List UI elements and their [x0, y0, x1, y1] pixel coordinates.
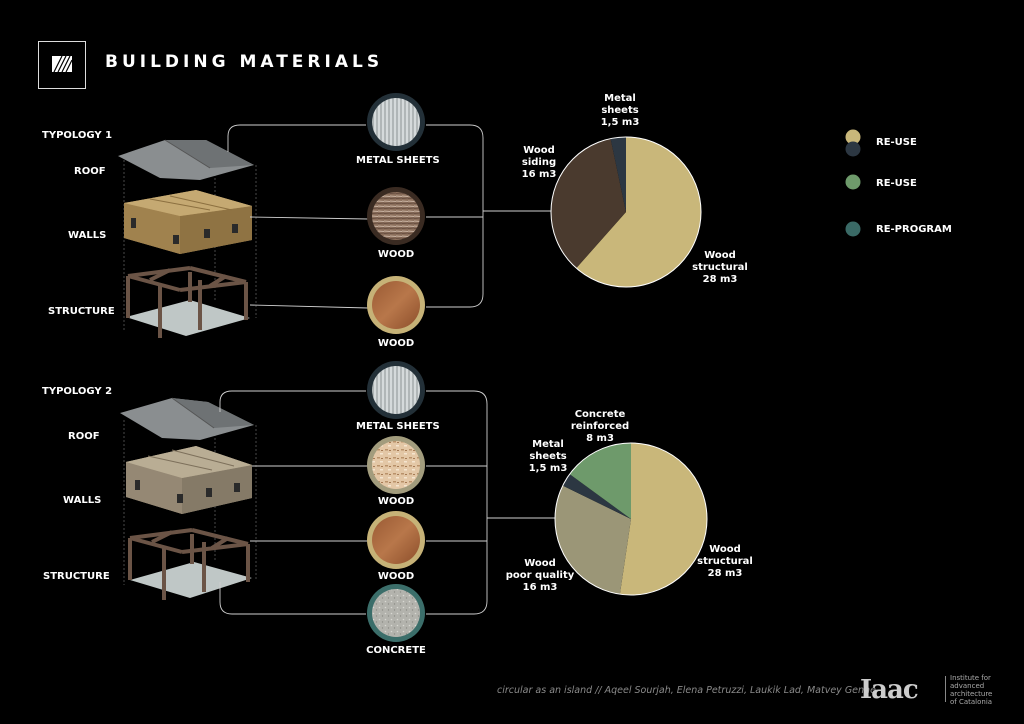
t2-material-label-4: CONCRETE	[366, 645, 426, 656]
t1-roof-drawing	[118, 139, 254, 180]
header-icon-box	[38, 41, 86, 89]
t2-structure-drawing	[128, 528, 252, 600]
pie1-slice-2	[610, 137, 626, 212]
t2-material-label-1: METAL SHEETS	[356, 421, 440, 432]
t2-swatch-wood-structural	[367, 511, 425, 569]
t1-exploded-building	[118, 139, 257, 338]
pie2-outline	[554, 442, 708, 596]
t2-swatch-wood-osb	[367, 436, 425, 494]
pie2-slice-3	[569, 443, 631, 519]
t2-swatch-concrete	[367, 584, 425, 642]
t1-structure-drawing	[126, 266, 250, 338]
pie2-slice-0	[619, 443, 708, 595]
t1-swatch-wood-structural	[367, 276, 425, 334]
t2-walls-drawing	[126, 446, 252, 514]
pie2-slice-1	[555, 485, 631, 595]
connector-lines	[219, 124, 556, 615]
pie1-label-metal-sheets: Metal sheets 1,5 m3	[600, 93, 640, 128]
pie2-label-wood-poor-quality: Wood poor quality 16 m3	[505, 558, 575, 593]
pie1-label-wood-structural: Wood structural 28 m3	[692, 250, 748, 285]
pie1-slice-1	[551, 138, 626, 269]
hatched-square-icon	[52, 55, 73, 73]
legend-dot-reprogram	[845, 221, 861, 237]
t1-material-label-2: WOOD	[377, 249, 415, 260]
t2-material-label-3: WOOD	[377, 571, 415, 582]
legend-dot-reuse-metal	[845, 141, 861, 157]
legend-label-reuse-2: RE-USE	[876, 178, 917, 189]
t1-walls-drawing	[124, 190, 252, 254]
typology-1-title: TYPOLOGY 1	[42, 130, 113, 141]
t1-roof-label: ROOF	[74, 166, 106, 177]
pie2-label-wood-structural: Wood structural 28 m3	[697, 544, 753, 579]
t2-roof-label: ROOF	[68, 431, 100, 442]
t2-exploded-building	[120, 397, 257, 600]
iaac-logo-mark: Iaac	[860, 675, 919, 705]
t1-swatch-metal-sheets	[367, 93, 425, 151]
pie2-label-metal-sheets: Metal sheets 1,5 m3	[528, 439, 568, 474]
t1-material-label-1: METAL SHEETS	[356, 155, 440, 166]
pie-chart-typology-2	[554, 442, 708, 596]
pie1-outline	[550, 136, 702, 288]
iaac-logo-text: Institute for advanced architecture of C…	[950, 674, 993, 706]
t2-swatch-metal-sheets	[367, 361, 425, 419]
t1-structure-label: STRUCTURE	[48, 306, 115, 317]
logo-divider	[945, 676, 946, 702]
typology-2-title: TYPOLOGY 2	[42, 386, 113, 397]
legend-dots	[845, 129, 861, 237]
legend-dot-reuse-wood	[845, 129, 861, 145]
legend-dot-reuse-concrete	[845, 174, 861, 190]
t2-structure-label: STRUCTURE	[43, 571, 110, 582]
legend-label-reuse-1: RE-USE	[876, 137, 917, 148]
credits-footer: circular as an island // Aqeel Sourjah, …	[497, 685, 876, 696]
t2-walls-label: WALLS	[63, 495, 102, 506]
t2-material-label-2: WOOD	[377, 496, 415, 507]
pie-chart-typology-1	[550, 136, 702, 288]
pie2-slice-2	[562, 474, 631, 519]
t1-material-label-3: WOOD	[377, 338, 415, 349]
legend-label-reprogram: RE-PROGRAM	[876, 224, 952, 235]
pie1-slice-0	[576, 137, 701, 287]
t2-roof-drawing	[120, 397, 254, 440]
pie1-label-wood-siding: Wood siding 16 m3	[521, 145, 557, 180]
page-title: BUILDING MATERIALS	[105, 52, 384, 72]
t1-swatch-wood-siding	[367, 187, 425, 245]
t1-walls-label: WALLS	[68, 230, 107, 241]
pie2-label-concrete-reinforced: Concrete reinforced 8 m3	[570, 409, 630, 444]
